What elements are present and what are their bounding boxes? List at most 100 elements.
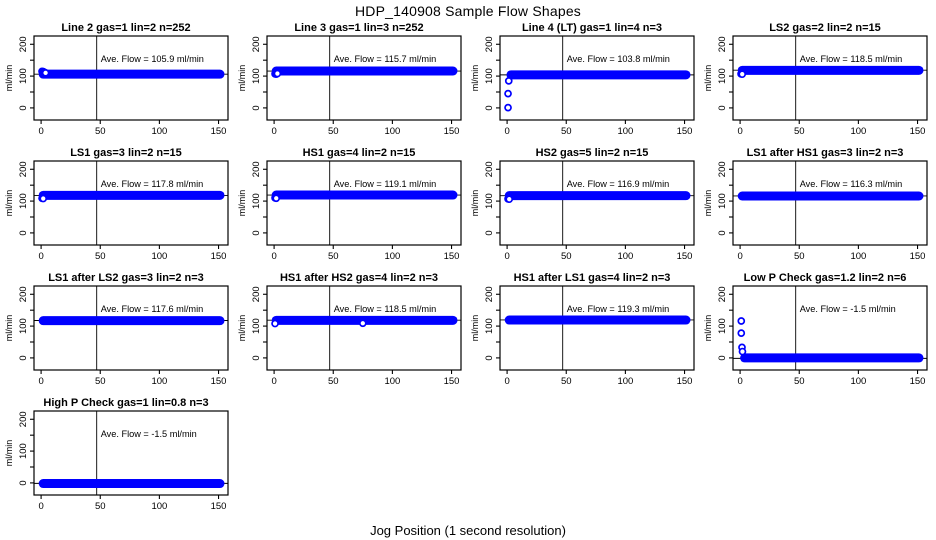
subplot-canvas: 0 50 100 150 0 100 200 ml/min Ave. Flow = 119.3 … [470, 285, 695, 387]
subplot-grid: Line 2 gas=1 lin=2 n=252 0 50 100 150 0 100 200… [1, 22, 933, 522]
plot-box [732, 35, 928, 121]
y-tick-label: 0 [251, 355, 262, 360]
subplot-canvas: 0 50 100 150 0 100 200 ml/min Ave. Flow = 116.9 … [470, 160, 695, 262]
x-tick-label: 100 [617, 376, 633, 387]
data-band [271, 190, 458, 200]
y-tick-label: 0 [18, 105, 29, 110]
y-tick-label: 200 [18, 286, 29, 302]
x-tick-label: 0 [271, 376, 276, 387]
plot-box [33, 285, 229, 371]
y-tick-label: 200 [18, 161, 29, 177]
y-axis-label: ml/min [470, 65, 480, 92]
subplot: LS1 after LS2 gas=3 lin=2 n=3 0 50 100 150 0 1… [1, 272, 234, 397]
y-tick-label: 200 [717, 161, 728, 177]
x-tick-label: 50 [95, 251, 106, 262]
y-tick-label: 200 [484, 286, 495, 302]
figure-title: HDP_140908 Sample Flow Shapes [354, 3, 582, 19]
plot-box [33, 410, 229, 496]
y-tick-label: 0 [18, 355, 29, 360]
x-tick-label: 0 [737, 251, 742, 262]
subplot: Line 3 gas=1 lin=3 n=252 0 50 100 150 0 100 200… [234, 22, 467, 147]
ave-flow-annotation: Ave. Flow = -1.5 ml/min [800, 304, 896, 314]
x-tick-label: 100 [850, 126, 866, 137]
ave-flow-annotation: Ave. Flow = 103.8 ml/min [567, 54, 670, 64]
x-tick-label: 100 [384, 376, 400, 387]
x-tick-label: 100 [850, 376, 866, 387]
subplot: Low P Check gas=1.2 lin=2 n=6 0 50 100 150 0 1… [700, 272, 933, 397]
y-axis-label: ml/min [703, 65, 713, 92]
plot-box [499, 35, 695, 121]
y-tick-label: 100 [717, 68, 728, 84]
subplot-title: LS2 gas=2 lin=2 n=15 [769, 22, 881, 34]
ave-flow-annotation: Ave. Flow = 116.9 ml/min [567, 179, 670, 189]
x-tick-label: 0 [38, 251, 43, 262]
subplot: Line 2 gas=1 lin=2 n=252 0 50 100 150 0 100 200… [1, 22, 234, 147]
y-tick-label: 100 [717, 318, 728, 334]
y-axis-label: ml/min [4, 65, 14, 92]
x-tick-label: 0 [38, 501, 43, 512]
subplot: High P Check gas=1 lin=0.8 n=3 0 50 100 150 0… [1, 397, 234, 522]
y-axis-label: ml/min [703, 315, 713, 342]
x-tick-label: 0 [38, 126, 43, 137]
data-band [737, 191, 924, 201]
x-tick-label: 0 [737, 126, 742, 137]
y-tick-label: 100 [18, 68, 29, 84]
subplot: HS1 gas=4 lin=2 n=15 0 50 100 150 0 100 200 ml/m… [234, 147, 467, 272]
x-tick-label: 100 [617, 126, 633, 137]
subplot-title: Line 4 (LT) gas=1 lin=4 n=3 [521, 22, 663, 34]
y-tick-label: 0 [484, 230, 495, 235]
x-tick-label: 0 [737, 376, 742, 387]
subplot: HS1 after HS2 gas=4 lin=2 n=3 0 50 100 150 0 1… [234, 272, 467, 397]
x-tick-label: 0 [504, 251, 509, 262]
y-tick-label: 100 [251, 68, 262, 84]
plot-box [33, 35, 229, 121]
y-tick-label: 0 [18, 230, 29, 235]
y-tick-label: 200 [18, 411, 29, 427]
y-tick-label: 0 [251, 105, 262, 110]
data-band [506, 70, 691, 80]
data-point [737, 317, 746, 325]
data-point [504, 89, 512, 98]
y-tick-label: 200 [484, 161, 495, 177]
data-point [39, 194, 48, 203]
y-tick-label: 100 [18, 318, 29, 334]
subplot-canvas: 0 50 100 150 0 100 200 ml/min Ave. Flow = -1.5 m… [4, 410, 229, 512]
y-tick-label: 200 [18, 36, 29, 52]
y-axis-label: ml/min [4, 190, 14, 217]
y-axis-label: ml/min [4, 315, 14, 342]
x-tick-label: 50 [794, 126, 805, 137]
subplot-canvas: 0 50 100 150 0 100 200 ml/min Ave. Flow = 103.8 … [470, 35, 695, 137]
data-point [358, 319, 367, 328]
x-axis-label: Jog Position (1 second resolution) [370, 523, 566, 538]
y-tick-label: 100 [18, 193, 29, 209]
data-point [738, 70, 747, 79]
y-tick-label: 0 [18, 480, 29, 485]
ave-flow-annotation: Ave. Flow = 117.8 ml/min [101, 179, 204, 189]
subplot-title: Line 2 gas=1 lin=2 n=252 [61, 22, 191, 34]
y-axis-label: ml/min [237, 190, 247, 217]
x-tick-label: 100 [151, 126, 167, 137]
x-tick-label: 100 [384, 126, 400, 137]
y-tick-label: 100 [484, 68, 495, 84]
x-tick-label: 0 [504, 126, 509, 137]
y-axis-label: ml/min [237, 315, 247, 342]
x-tick-label: 150 [910, 376, 926, 387]
data-point [272, 194, 281, 203]
subplot: LS1 after HS1 gas=3 lin=2 n=3 0 50 100 150 0 1… [700, 147, 933, 272]
subplot-title: Low P Check gas=1.2 lin=2 n=6 [743, 272, 907, 284]
y-tick-label: 200 [717, 286, 728, 302]
x-tick-label: 0 [271, 251, 276, 262]
x-tick-label: 0 [271, 126, 276, 137]
x-tick-label: 100 [151, 501, 167, 512]
subplot-canvas: 0 50 100 150 0 100 200 ml/min Ave. Flow = 117.8 … [4, 160, 229, 262]
subplot: HS2 gas=5 lin=2 n=15 0 50 100 150 0 100 200 ml/m… [467, 147, 700, 272]
data-band [38, 190, 225, 200]
y-tick-label: 200 [251, 286, 262, 302]
subplot-canvas: 0 50 100 150 0 100 200 ml/min Ave. Flow = 118.5 … [703, 35, 928, 137]
y-axis-label: ml/min [237, 65, 247, 92]
data-band [740, 353, 924, 363]
x-tick-label: 50 [328, 251, 339, 262]
data-point [41, 69, 50, 77]
x-tick-label: 150 [910, 126, 926, 137]
